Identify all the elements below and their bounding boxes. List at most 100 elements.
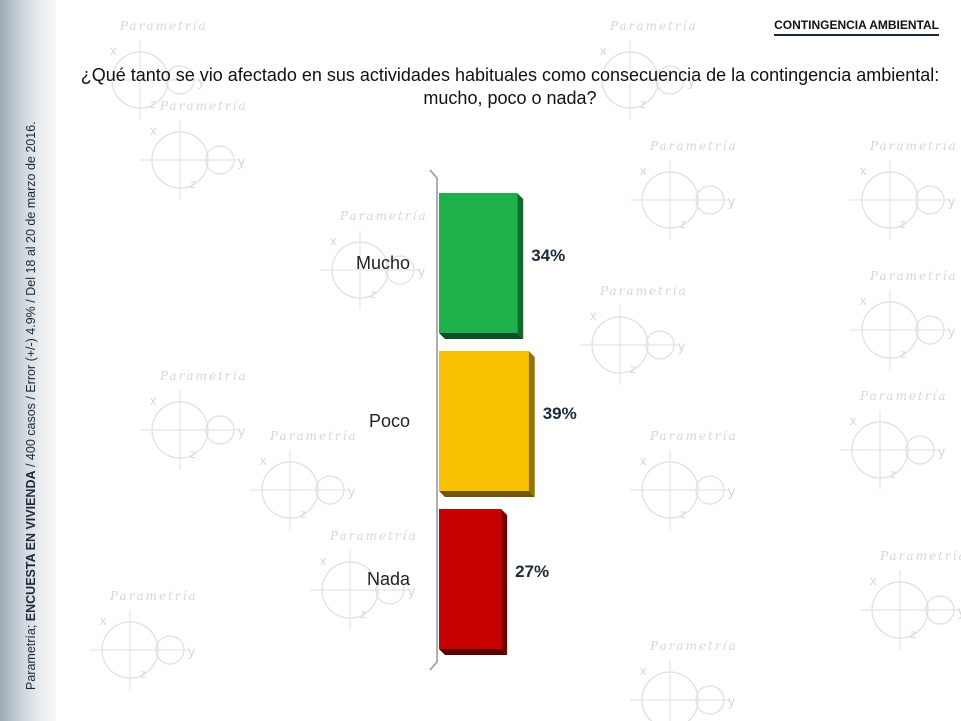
watermark-letter: x (850, 413, 857, 428)
watermark-letter: y (678, 338, 685, 354)
watermark-brand: Parametría (859, 389, 948, 403)
watermark-letter: y (188, 643, 195, 659)
watermark-brand: Parametría (159, 99, 248, 113)
watermark-circle (315, 475, 345, 505)
watermark-circle (695, 475, 725, 505)
watermark-brand: Parametría (329, 529, 418, 543)
watermark-brand: Parametría (159, 369, 248, 383)
watermark-circle (151, 401, 209, 459)
watermark-letter: x (150, 123, 157, 138)
watermark-letter: z (640, 97, 646, 111)
watermark-circle (851, 421, 909, 479)
watermark-circle (695, 185, 725, 215)
watermark-circle (641, 171, 699, 229)
watermark-letter: z (300, 507, 306, 521)
watermark-circle (331, 241, 389, 299)
watermark-letter: z (190, 177, 196, 191)
watermark-brand: Parametría (609, 19, 698, 33)
watermark-letter: y (688, 73, 695, 89)
watermark-brand: Parametría (119, 19, 208, 33)
watermark-circle (261, 461, 319, 519)
watermark-letter: y (348, 483, 355, 499)
bar-bottom (439, 333, 524, 339)
watermark-letter: x (640, 163, 647, 178)
watermark-circle (205, 145, 235, 175)
watermark-brand: Parametría (879, 549, 961, 563)
watermark-brand: Parametría (649, 429, 738, 443)
watermark-brand: Parametría (869, 139, 958, 153)
bar-front (439, 509, 502, 649)
watermark-brand: Parametría (869, 269, 958, 283)
category-axis (429, 169, 438, 671)
watermark-letter: z (900, 217, 906, 231)
watermark-letter: y (408, 583, 415, 599)
bar-bottom (439, 491, 535, 497)
watermark-letter: x (860, 293, 867, 308)
watermark-letter: x (110, 43, 117, 58)
category-label: Mucho (356, 253, 410, 273)
watermark-circle (925, 595, 955, 625)
watermark-circle (155, 635, 185, 665)
watermark-circle (645, 330, 675, 360)
watermark-letter: x (640, 663, 647, 678)
value-label: 39% (543, 404, 577, 423)
watermark-letter: y (938, 443, 945, 459)
side-strip (0, 0, 56, 721)
watermark-letter: z (680, 217, 686, 231)
watermark-letter: z (360, 607, 366, 621)
watermark-brand: Parametría (109, 589, 198, 603)
watermark-letter: z (680, 717, 686, 721)
watermark-circle (385, 255, 415, 285)
watermark-letter: x (320, 553, 327, 568)
bar-nada (439, 509, 508, 655)
watermark-circle (641, 671, 699, 721)
category-label: Poco (369, 411, 410, 431)
watermark-letter: z (910, 627, 916, 641)
watermark-letter: x (260, 453, 267, 468)
watermark-letter: x (870, 573, 877, 588)
watermark-circle (905, 435, 935, 465)
watermark-letter: z (890, 467, 896, 481)
watermark-letter: y (238, 153, 245, 169)
watermark-brand: Parametría (339, 209, 428, 223)
watermark-brand: Parametría (599, 284, 688, 298)
bar-side (501, 509, 508, 655)
watermark-letter: z (150, 97, 156, 111)
bar-front (439, 351, 529, 491)
watermark-circle (151, 131, 209, 189)
watermark-circle (601, 51, 659, 109)
watermark-letter: y (958, 603, 961, 619)
watermark-circle (861, 301, 919, 359)
watermark-brand: Parametría (649, 639, 738, 653)
bar-side (517, 193, 524, 339)
category-label: Nada (367, 569, 411, 589)
watermark-letter: z (680, 507, 686, 521)
watermark-letter: z (140, 667, 146, 681)
bar-bottom (439, 649, 508, 655)
value-label: 27% (515, 562, 549, 581)
watermark-letter: x (150, 393, 157, 408)
watermark-circle (915, 185, 945, 215)
watermark-circle (375, 575, 405, 605)
watermark-circle (321, 561, 379, 619)
watermark-letter: x (640, 453, 647, 468)
bar-mucho (439, 193, 524, 339)
watermark-letter: x (600, 43, 607, 58)
watermark-circle (101, 621, 159, 679)
watermark-circle (655, 65, 685, 95)
watermark-letter: x (590, 308, 597, 323)
watermark-circle (695, 685, 725, 715)
watermark-letter: y (948, 323, 955, 339)
